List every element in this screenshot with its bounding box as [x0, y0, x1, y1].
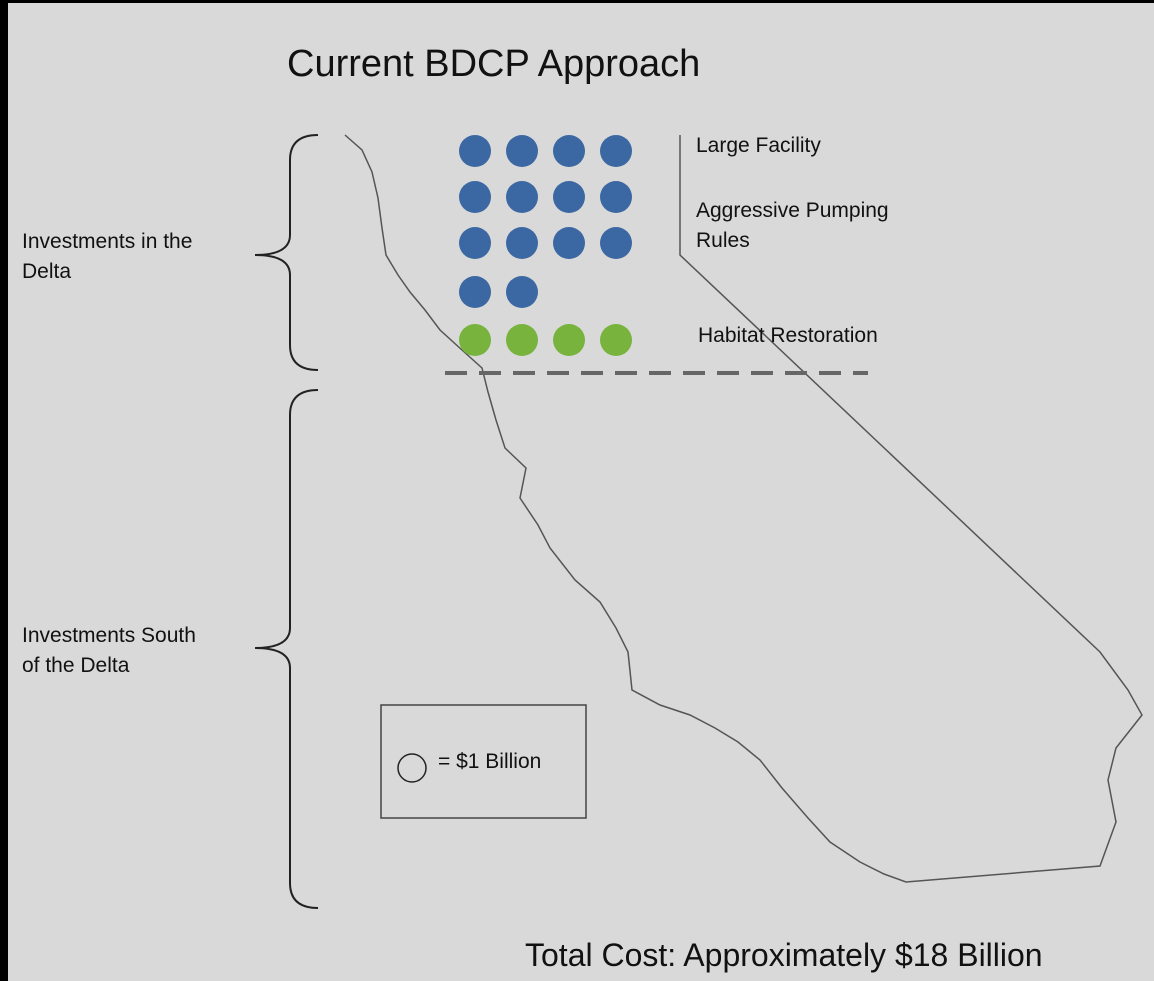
bracket-label-line: of the Delta: [22, 654, 130, 677]
billion-dot: [553, 227, 585, 259]
brace: [254, 389, 319, 909]
item-label: Aggressive Pumping Rules: [696, 199, 889, 252]
bracket-label: Investments South of the Delta: [22, 624, 196, 677]
billion-dot: [600, 181, 632, 213]
legend-label: = $1 Billion: [438, 750, 541, 773]
billion-dot: [553, 324, 585, 356]
bracket-label-line: Delta: [22, 260, 71, 283]
billion-dot: [459, 181, 491, 213]
billion-dot: [506, 135, 538, 167]
billion-dot: [459, 227, 491, 259]
billion-dot: [600, 135, 632, 167]
billion-dot: [506, 324, 538, 356]
item-label-line: Aggressive Pumping: [696, 199, 889, 222]
total-cost: Total Cost: Approximately $18 Billion: [525, 937, 1043, 973]
cost-group: [459, 135, 632, 308]
item-label: Large Facility: [696, 134, 821, 157]
bracket-label-line: Investments in the: [22, 230, 192, 253]
billion-dot: [600, 227, 632, 259]
billion-dot: [600, 324, 632, 356]
billion-dot: [459, 324, 491, 356]
billion-dot: [459, 276, 491, 308]
cost-group: [459, 324, 632, 356]
brace: [254, 134, 319, 371]
billion-dot: [506, 227, 538, 259]
billion-dot: [553, 135, 585, 167]
title: Current BDCP Approach: [287, 43, 700, 85]
billion-dot: [459, 135, 491, 167]
bracket-label: Investments in the Delta: [22, 230, 192, 283]
billion-dot: [553, 181, 585, 213]
item-label: Habitat Restoration: [698, 324, 878, 347]
billion-dot: [506, 181, 538, 213]
bracket-label-line: Investments South: [22, 624, 196, 647]
billion-dot: [506, 276, 538, 308]
item-label-line: Rules: [696, 229, 750, 252]
legend-box: [380, 704, 587, 819]
state-outline: [344, 134, 1143, 883]
legend-symbol: [397, 753, 427, 783]
